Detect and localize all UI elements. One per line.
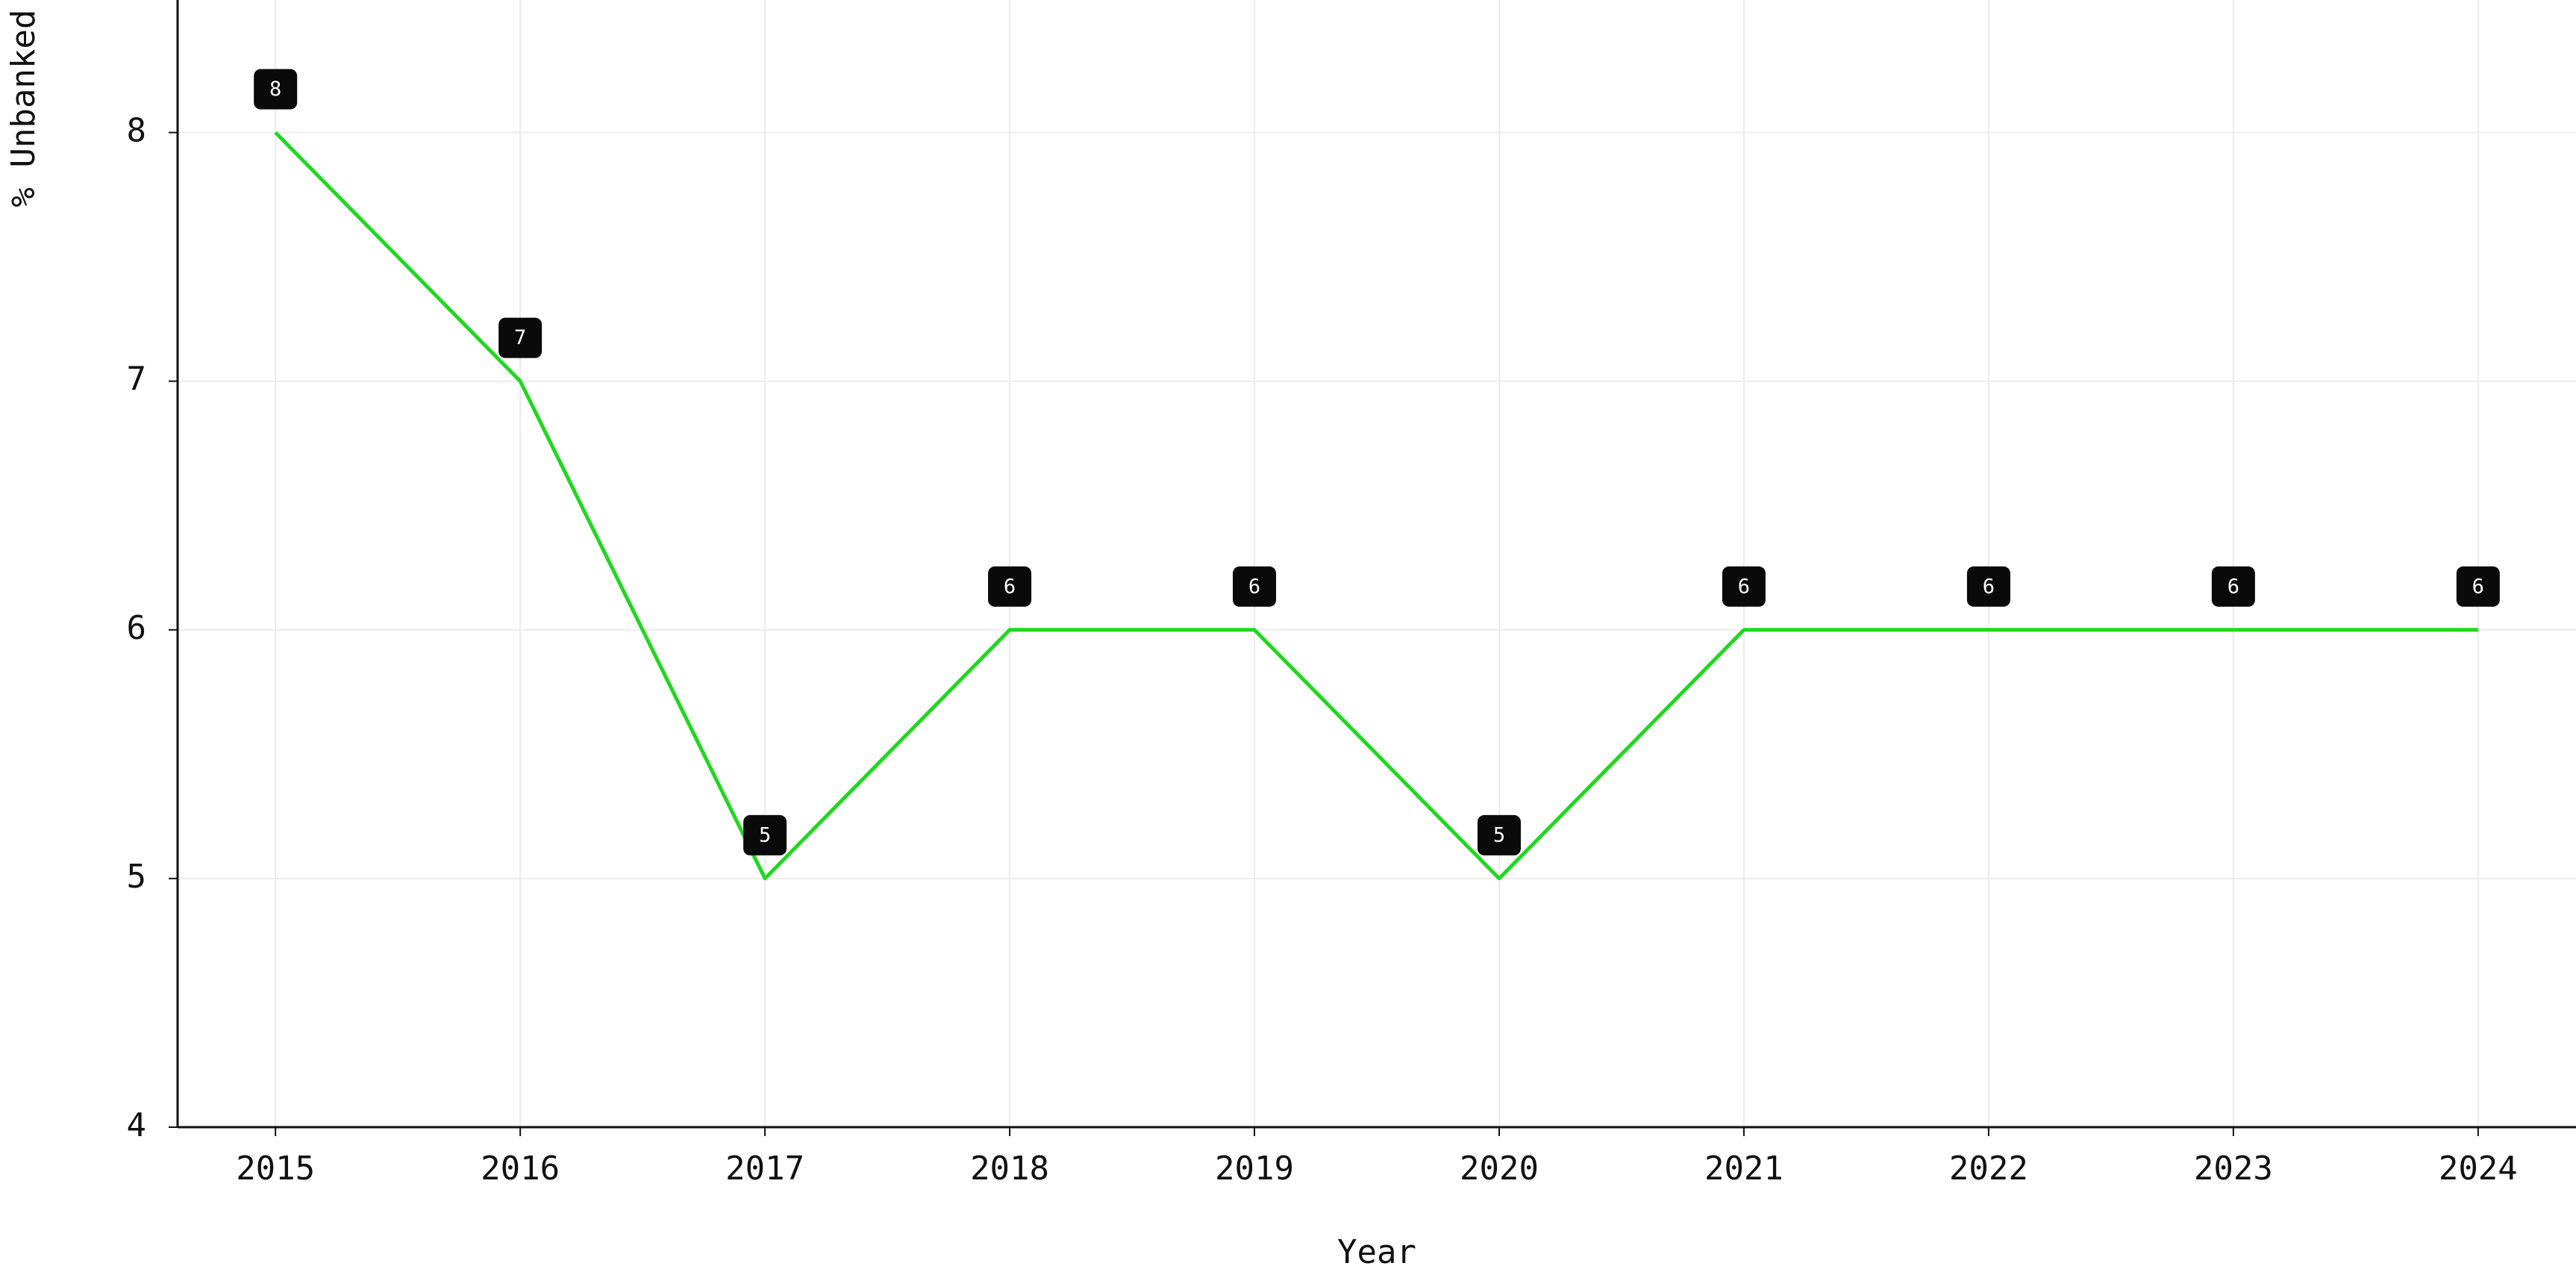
x-axis-title: Year bbox=[1337, 1233, 1416, 1269]
data-label-box bbox=[1722, 566, 1766, 607]
y-tick-label: 8 bbox=[127, 112, 147, 150]
data-label-box bbox=[988, 566, 1032, 607]
x-tick-label: 2015 bbox=[236, 1150, 315, 1188]
data-label-box bbox=[743, 814, 787, 855]
data-label-box bbox=[254, 69, 298, 110]
x-tick-label: 2019 bbox=[1215, 1150, 1294, 1188]
data-label-box bbox=[1233, 566, 1277, 607]
x-tick-label: 2023 bbox=[2194, 1150, 2273, 1188]
data-label: 8 bbox=[269, 78, 281, 101]
y-tick-label: 6 bbox=[127, 609, 147, 647]
x-tick-label: 2016 bbox=[481, 1150, 560, 1188]
line bbox=[274, 131, 2478, 881]
data-label: 6 bbox=[1004, 575, 1016, 598]
data-label: 6 bbox=[2228, 575, 2239, 598]
data-label: 7 bbox=[514, 326, 526, 349]
x-tick-label: 2021 bbox=[1704, 1150, 1783, 1188]
data-label-box bbox=[498, 317, 543, 358]
x-tick-label: 2018 bbox=[970, 1150, 1049, 1188]
data-label-box bbox=[1966, 566, 2010, 607]
y-tick-label: 4 bbox=[127, 1106, 147, 1144]
x-tick-label: 2022 bbox=[1949, 1150, 2028, 1188]
data-label: 6 bbox=[1983, 575, 1995, 598]
data-label-box bbox=[2456, 566, 2500, 607]
y-tick-label: 5 bbox=[127, 858, 147, 896]
data-label: 6 bbox=[1738, 575, 1750, 598]
data-label: 6 bbox=[2472, 575, 2484, 598]
y-axis-title: % Unbanked bbox=[4, 10, 43, 208]
data-label: 5 bbox=[759, 823, 771, 846]
data-label: 5 bbox=[1493, 823, 1505, 846]
data-label-box bbox=[1477, 814, 1521, 855]
x-tick-label: 2017 bbox=[725, 1150, 804, 1188]
x-tick-label: 2020 bbox=[1460, 1150, 1539, 1188]
data-label: 6 bbox=[1248, 575, 1260, 598]
y-tick-label: 7 bbox=[127, 361, 147, 399]
data-label-box bbox=[2211, 566, 2255, 607]
x-tick-label: 2024 bbox=[2439, 1150, 2518, 1188]
